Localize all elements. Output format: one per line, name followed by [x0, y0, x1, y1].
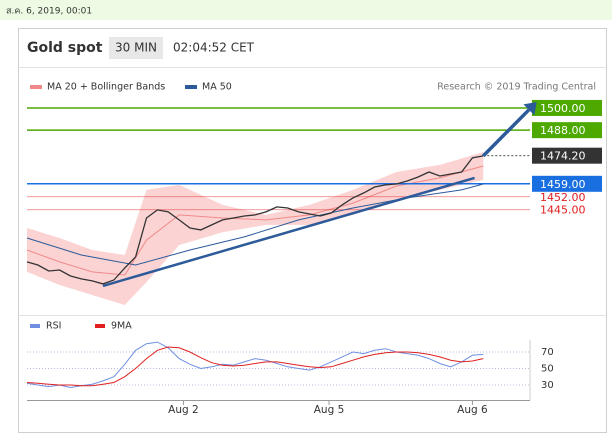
level-label: 1452.00 [540, 191, 586, 204]
level-label: 1459.00 [540, 178, 586, 191]
legend-label: 9MA [111, 321, 132, 332]
level-box [532, 99, 602, 116]
legend-label: MA 20 + Bollinger Bands [47, 82, 165, 93]
page-date: ส.ค. 6, 2019, 00:01 [6, 7, 92, 17]
time: 02:04:52 CET [173, 41, 255, 55]
ma50-line [26, 183, 484, 266]
trendline [102, 176, 475, 288]
legend-label: MA 50 [202, 82, 232, 93]
arrow-shaft [482, 108, 531, 158]
level-label: 1488.00 [540, 124, 586, 137]
y-tick-label: 30 [541, 380, 554, 391]
chart-title: Gold spot [27, 40, 103, 56]
interval: 30 MIN [115, 41, 157, 55]
level-box [532, 175, 602, 192]
level-label: 1474.20 [540, 150, 586, 163]
arrow-head [523, 101, 537, 116]
indicator-line [26, 341, 484, 389]
credit: Research © 2019 Trading Central [437, 82, 596, 93]
y-tick-label: 70 [541, 347, 554, 358]
x-tick-label: Aug 5 [314, 404, 345, 416]
interval-box [109, 37, 163, 59]
price-line [26, 155, 484, 285]
top-bar [0, 0, 612, 20]
y-tick-label: 50 [541, 363, 554, 374]
x-tick-label: Aug 6 [457, 404, 488, 416]
legend-label: RSI [46, 321, 61, 332]
indicator-line [26, 346, 484, 387]
x-tick-label: Aug 2 [168, 404, 199, 416]
ma20-line [26, 165, 484, 276]
level-box [532, 147, 602, 164]
level-label: 1500.00 [540, 102, 586, 115]
level-label: 1445.00 [540, 204, 586, 217]
frame [18, 28, 607, 433]
level-box [532, 122, 602, 139]
